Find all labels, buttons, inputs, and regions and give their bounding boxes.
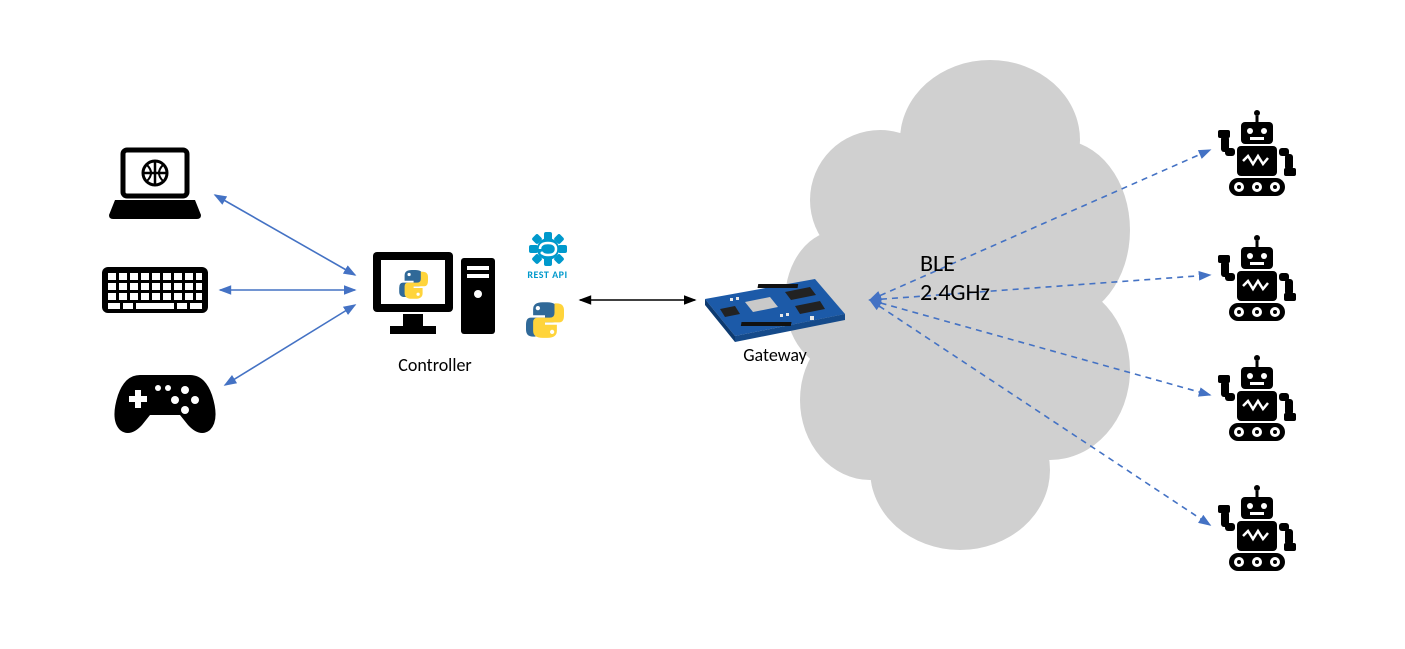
controller-icon: Controller xyxy=(365,240,505,380)
ble-label: BLE 2.4GHz xyxy=(920,250,990,308)
gateway-label: Gateway xyxy=(743,344,807,366)
rest-api-icon: REST API xyxy=(520,228,575,283)
laptop-icon xyxy=(105,145,205,225)
robot-icon-4 xyxy=(1215,483,1300,578)
ble-line2: 2.4GHz xyxy=(920,279,990,308)
input-to-controller-arrows xyxy=(215,195,355,385)
gateway-icon: Gateway xyxy=(700,270,850,370)
rest-api-label: REST API xyxy=(527,268,567,281)
robot-icon-1 xyxy=(1215,108,1300,203)
controller-label: Controller xyxy=(398,354,471,376)
ble-line1: BLE xyxy=(920,250,990,279)
gamepad-icon xyxy=(110,360,220,435)
python-icon xyxy=(525,300,565,340)
gateway-to-robots-arrows xyxy=(870,150,1210,525)
robot-icon-3 xyxy=(1215,353,1300,448)
robot-icon-2 xyxy=(1215,233,1300,328)
keyboard-icon xyxy=(100,265,210,315)
